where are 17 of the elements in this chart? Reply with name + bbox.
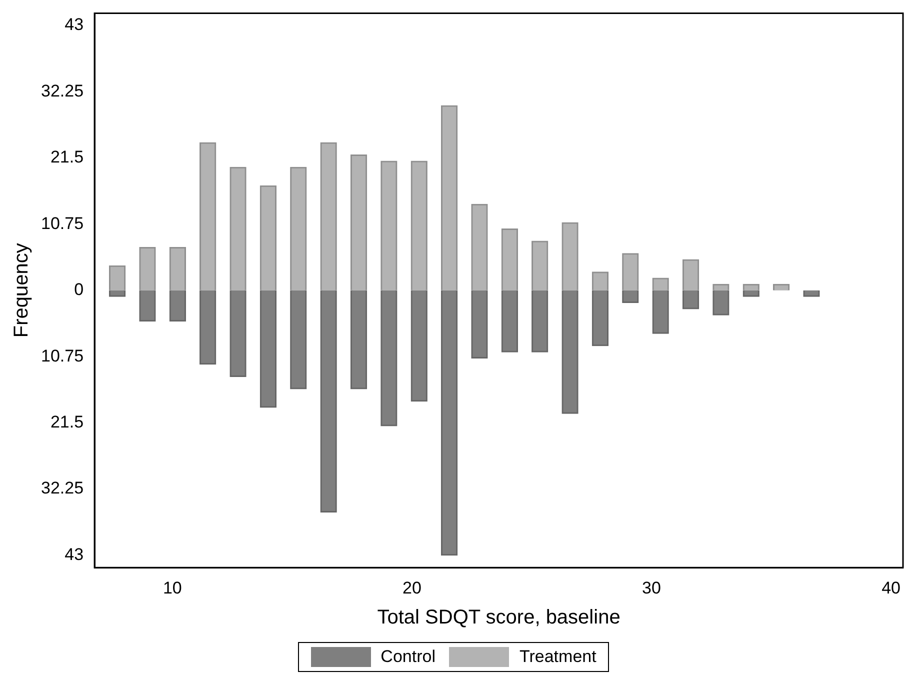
x-tick-label: 20 [402,578,422,598]
y-axis-title: Frequency [10,243,33,338]
y-tick-label: 21.5 [50,412,84,432]
y-tick-label: 43 [64,15,84,34]
x-tick-label: 10 [162,578,182,598]
y-tick-label: 0 [74,280,84,300]
y-tick-label: 10.75 [40,214,84,233]
x-axis-title: Total SDQT score, baseline [377,606,620,629]
y-tick-label: 21.5 [50,148,84,167]
legend-label: Treatment [519,647,596,667]
x-tick-label: 40 [882,578,900,598]
x-tick-label: 30 [642,578,661,598]
y-tick-label: 10.75 [40,346,84,366]
legend-label: Control [380,647,436,667]
y-tick-label: 32.25 [40,81,84,100]
y-tick-label: 32.25 [40,478,84,498]
y-tick-label: 43 [64,544,84,564]
